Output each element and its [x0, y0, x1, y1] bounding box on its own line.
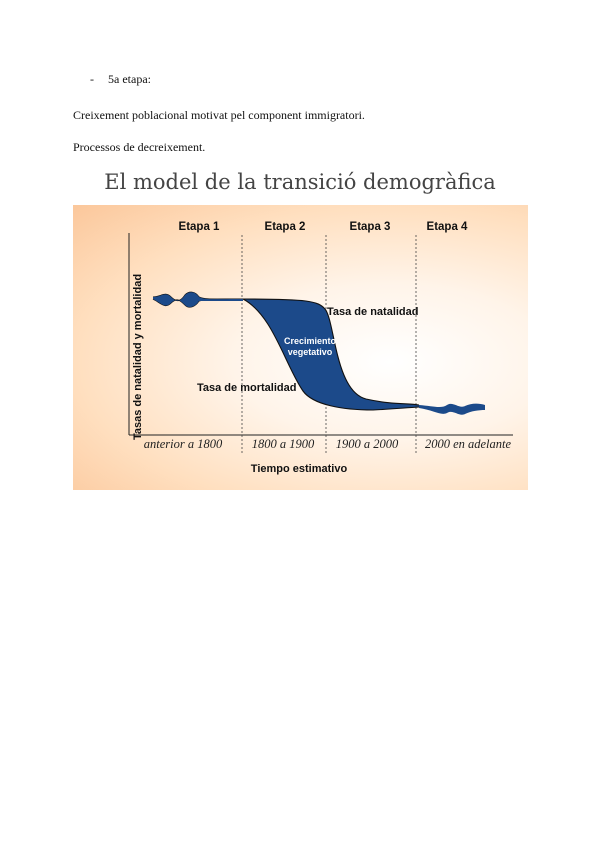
period-4-label: 2000 en adelante — [425, 437, 512, 451]
paragraph-immigration: Creixement poblacional motivat pel compo… — [73, 108, 365, 122]
figure-title: El model de la transició demogràfica — [104, 170, 496, 194]
stage-4-label: Etapa 4 — [427, 221, 469, 233]
stage4-band — [419, 403, 485, 415]
death-rate-label: Tasa de mortalidad — [197, 382, 296, 394]
growth-area — [243, 299, 419, 410]
bullet-text: 5a etapa: — [108, 72, 151, 86]
death-rate-line — [152, 298, 420, 411]
growth-label-line1: Crecimiento — [284, 336, 337, 346]
bullet-item: -5a etapa: — [90, 72, 151, 87]
stage-3-label: Etapa 3 — [350, 221, 391, 233]
stage1-band — [153, 292, 243, 308]
y-axis-label: Tasas de natalidad y mortalidad — [132, 274, 144, 440]
bullet-dash: - — [90, 72, 94, 86]
birth-rate-label: Tasa de natalidad — [327, 306, 419, 318]
stage-2-label: Etapa 2 — [265, 221, 306, 233]
paragraph-decrease: Processos de decreixement. — [73, 140, 206, 154]
demographic-transition-figure: Etapa 1 Etapa 2 Etapa 3 Etapa 4 anterior… — [73, 205, 528, 490]
period-2-label: 1800 a 1900 — [252, 437, 315, 451]
stage-1-label: Etapa 1 — [179, 221, 221, 233]
period-1-label: anterior a 1800 — [144, 437, 223, 451]
growth-label-line2: vegetativo — [288, 347, 333, 357]
transition-diagram: Etapa 1 Etapa 2 Etapa 3 Etapa 4 anterior… — [128, 221, 513, 475]
x-axis-label: Tiempo estimativo — [251, 463, 348, 475]
period-3-label: 1900 a 2000 — [336, 437, 399, 451]
